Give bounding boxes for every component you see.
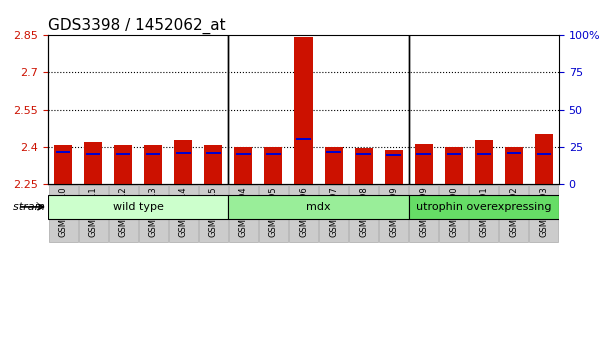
Bar bbox=[356, 153, 371, 155]
Text: GSM172908: GSM172908 bbox=[359, 187, 368, 238]
Bar bbox=[385, 150, 403, 184]
Bar bbox=[447, 153, 461, 155]
Bar bbox=[535, 134, 553, 184]
Text: utrophin overexpressing: utrophin overexpressing bbox=[416, 202, 552, 212]
Bar bbox=[229, 185, 258, 241]
Bar bbox=[146, 153, 160, 155]
Text: GSM172915: GSM172915 bbox=[209, 187, 218, 237]
Text: GSM172902: GSM172902 bbox=[510, 187, 518, 237]
Bar bbox=[409, 185, 438, 241]
Bar bbox=[144, 145, 162, 184]
Bar bbox=[234, 147, 252, 184]
Bar bbox=[236, 153, 251, 155]
Bar bbox=[49, 185, 78, 241]
Bar bbox=[264, 147, 282, 184]
Bar bbox=[379, 185, 408, 241]
Text: GSM172912: GSM172912 bbox=[119, 187, 127, 237]
Bar bbox=[349, 185, 378, 241]
Bar bbox=[475, 141, 493, 184]
Bar bbox=[84, 142, 102, 184]
Text: wild type: wild type bbox=[113, 202, 163, 212]
Text: GSM172903: GSM172903 bbox=[540, 187, 548, 238]
Text: strain: strain bbox=[13, 202, 48, 212]
Bar bbox=[116, 153, 130, 155]
Bar bbox=[325, 147, 343, 184]
Bar bbox=[469, 185, 498, 241]
Bar bbox=[266, 153, 281, 155]
Bar bbox=[355, 148, 373, 184]
Text: GSM172906: GSM172906 bbox=[299, 187, 308, 238]
Text: GDS3398 / 1452062_at: GDS3398 / 1452062_at bbox=[48, 18, 226, 34]
Bar bbox=[139, 185, 168, 241]
Bar bbox=[319, 185, 348, 241]
Bar bbox=[505, 147, 523, 184]
Text: GSM172909: GSM172909 bbox=[389, 187, 398, 237]
Text: GSM172901: GSM172901 bbox=[480, 187, 488, 237]
Bar bbox=[56, 151, 70, 153]
Bar bbox=[499, 185, 528, 241]
Text: GSM172905: GSM172905 bbox=[269, 187, 278, 237]
Text: GSM172904: GSM172904 bbox=[239, 187, 248, 237]
Bar bbox=[507, 152, 521, 154]
Bar bbox=[439, 185, 468, 241]
Bar bbox=[54, 145, 72, 184]
Bar bbox=[176, 152, 191, 154]
Bar bbox=[294, 36, 313, 184]
Bar bbox=[415, 144, 433, 184]
Text: GSM172914: GSM172914 bbox=[179, 187, 188, 237]
Bar bbox=[206, 152, 221, 154]
Bar bbox=[477, 153, 491, 155]
Bar bbox=[445, 147, 463, 184]
Bar bbox=[79, 185, 108, 241]
Bar bbox=[386, 154, 401, 155]
Bar bbox=[114, 145, 132, 184]
Bar bbox=[199, 185, 228, 241]
Bar bbox=[86, 153, 100, 155]
Bar bbox=[289, 185, 318, 241]
FancyBboxPatch shape bbox=[409, 195, 559, 218]
Text: GSM172913: GSM172913 bbox=[149, 187, 157, 238]
Text: GSM172907: GSM172907 bbox=[329, 187, 338, 238]
Bar bbox=[259, 185, 288, 241]
Bar bbox=[537, 153, 551, 155]
Bar bbox=[169, 185, 198, 241]
FancyBboxPatch shape bbox=[48, 195, 228, 218]
Text: GSM172910: GSM172910 bbox=[59, 187, 67, 237]
Text: GSM172911: GSM172911 bbox=[89, 187, 97, 237]
Text: mdx: mdx bbox=[307, 202, 331, 212]
Bar bbox=[109, 185, 138, 241]
Bar bbox=[416, 153, 431, 155]
Bar bbox=[296, 138, 311, 140]
FancyBboxPatch shape bbox=[228, 195, 409, 218]
Bar bbox=[529, 185, 558, 241]
Bar bbox=[174, 141, 192, 184]
Bar bbox=[204, 145, 222, 184]
Text: GSM172899: GSM172899 bbox=[419, 187, 428, 238]
Text: GSM172900: GSM172900 bbox=[450, 187, 458, 237]
Bar bbox=[326, 151, 341, 153]
